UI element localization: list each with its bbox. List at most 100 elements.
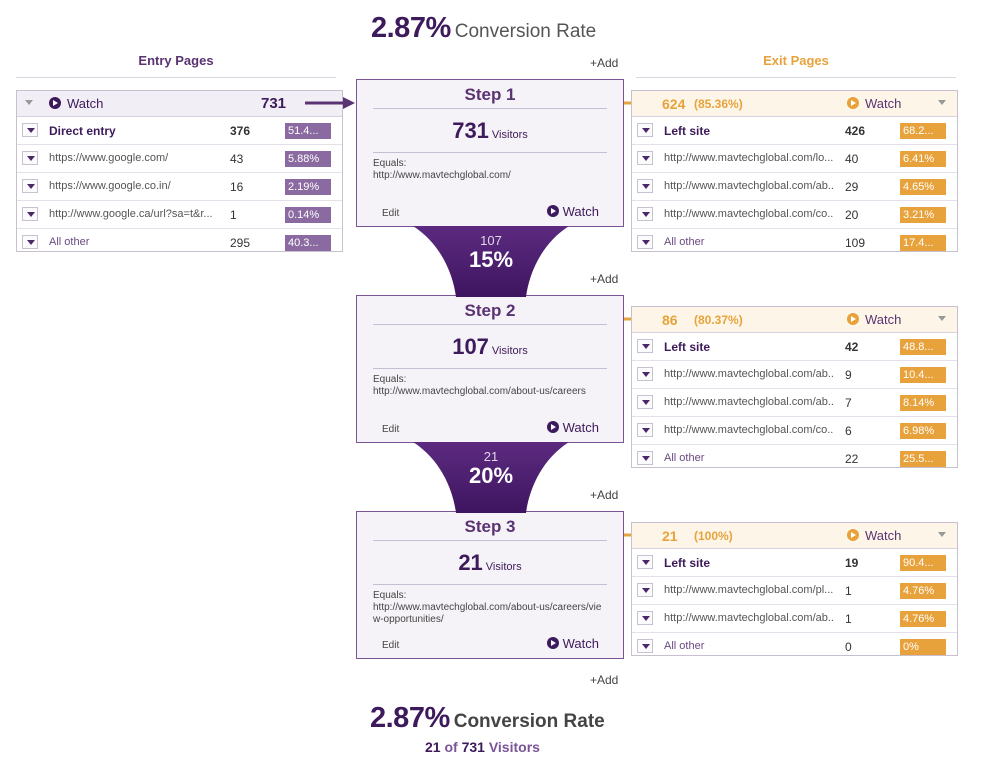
table-row[interactable]: http://www.mavtechglobal.com/ab... 7 8.14% (632, 389, 957, 417)
table-row[interactable]: http://www.google.ca/url?sa=t&r... 1 0.14% (17, 201, 342, 229)
row-dropdown-icon[interactable] (637, 555, 653, 569)
row-dropdown-icon[interactable] (637, 451, 653, 465)
entry-watch-button[interactable]: Watch (67, 96, 104, 111)
page-name[interactable]: All other (664, 236, 705, 248)
page-name[interactable]: All other (664, 640, 705, 652)
add-step-button-4[interactable]: +Add (590, 673, 619, 687)
table-row[interactable]: All other 0 0% (632, 633, 957, 661)
add-step-button-2[interactable]: +Add (590, 272, 619, 286)
percent-bar: 48.8... (900, 339, 946, 355)
row-dropdown-icon[interactable] (637, 179, 653, 193)
table-row[interactable]: All other 295 40.3... (17, 229, 342, 257)
exit-pages-panel-2: 86 (80.37%) Watch Left site 42 48.8... http://… (631, 306, 958, 468)
page-name[interactable]: Left site (664, 556, 711, 570)
step-3-box[interactable]: Step 3 21 Visitors Equals: http://www.mavtec… (356, 511, 624, 659)
page-name[interactable]: http://www.mavtechglobal.com/ab... (664, 612, 834, 624)
chevron-down-icon[interactable] (938, 532, 946, 537)
page-name[interactable]: http://www.mavtechglobal.com/ab... (664, 368, 834, 380)
edit-step-button[interactable]: Edit (382, 424, 400, 435)
funnel-1-label: 107 15% (413, 233, 569, 273)
row-dropdown-icon[interactable] (22, 207, 38, 221)
entry-pages-header: Entry Pages (138, 53, 214, 68)
chevron-down-icon[interactable] (25, 100, 33, 105)
table-row[interactable]: All other 109 17.4... (632, 229, 957, 257)
row-dropdown-icon[interactable] (637, 423, 653, 437)
table-row[interactable]: https://www.google.co.in/16 2.19% (17, 173, 342, 201)
visitor-count: 21 (458, 550, 483, 575)
visitors-label: Visitors (488, 739, 540, 755)
page-name[interactable]: http://www.mavtechglobal.com/lo... (664, 152, 834, 164)
table-row[interactable]: All other 22 25.5... (632, 445, 957, 473)
step-2-box[interactable]: Step 2 107 Visitors Equals: http://www.mavte… (356, 295, 624, 443)
page-name[interactable]: All other (49, 236, 90, 248)
table-row[interactable]: http://www.mavtechglobal.com/co... 20 3.21… (632, 201, 957, 229)
watch-label: Watch (562, 204, 599, 219)
percent-bar: 4.76% (900, 611, 946, 627)
row-dropdown-icon[interactable] (637, 151, 653, 165)
row-dropdown-icon[interactable] (22, 123, 38, 137)
chevron-down-icon[interactable] (938, 316, 946, 321)
funnel-connector-2 (413, 442, 569, 513)
page-name[interactable]: http://www.mavtechglobal.com/ab... (664, 180, 834, 192)
step-watch-button[interactable]: Watch (546, 636, 599, 651)
funnel-connector-1 (413, 226, 569, 297)
table-row[interactable]: Left site 42 48.8... (632, 333, 957, 361)
page-name[interactable]: http://www.mavtechglobal.com/co... (664, 208, 834, 220)
page-name[interactable]: http://www.mavtechglobal.com/ab... (664, 396, 834, 408)
row-dropdown-icon[interactable] (22, 235, 38, 249)
page-count: 42 (845, 340, 859, 354)
row-dropdown-icon[interactable] (637, 583, 653, 597)
row-dropdown-icon[interactable] (22, 151, 38, 165)
row-dropdown-icon[interactable] (637, 395, 653, 409)
page-name[interactable]: Direct entry (49, 124, 116, 138)
table-row[interactable]: http://www.mavtechglobal.com/ab... 29 4.65… (632, 173, 957, 201)
row-dropdown-icon[interactable] (637, 123, 653, 137)
table-row[interactable]: Left site 426 68.2... (632, 117, 957, 145)
chevron-down-icon[interactable] (938, 100, 946, 105)
total-count: 731 (461, 739, 485, 755)
row-dropdown-icon[interactable] (22, 179, 38, 193)
exit-panel-header: 21 (100%) Watch (632, 523, 957, 549)
step-watch-button[interactable]: Watch (546, 420, 599, 435)
exit-watch-button[interactable]: Watch (865, 96, 902, 111)
edit-step-button[interactable]: Edit (382, 208, 400, 219)
page-name[interactable]: http://www.mavtechglobal.com/co... (664, 424, 834, 436)
entry-count: 731 (261, 95, 287, 112)
row-dropdown-icon[interactable] (637, 339, 653, 353)
table-row[interactable]: https://www.google.com/43 5.88% (17, 145, 342, 173)
row-dropdown-icon[interactable] (637, 367, 653, 381)
page-name[interactable]: http://www.google.ca/url?sa=t&r... (49, 208, 213, 220)
step-1-box[interactable]: Step 1 731 Visitors Equals: http://www.mavte… (356, 79, 624, 227)
watch-icon[interactable] (49, 97, 61, 109)
page-name[interactable]: http://www.mavtechglobal.com/pl... (664, 584, 834, 596)
page-name[interactable]: Left site (664, 340, 711, 354)
percent-bar: 40.3... (285, 235, 331, 251)
table-row[interactable]: http://www.mavtechglobal.com/ab... 1 4.76% (632, 605, 957, 633)
table-row[interactable]: http://www.mavtechglobal.com/lo... 40 6.41… (632, 145, 957, 173)
watch-icon[interactable] (847, 313, 859, 325)
watch-icon[interactable] (847, 529, 859, 541)
row-dropdown-icon[interactable] (637, 639, 653, 653)
table-row[interactable]: http://www.mavtechglobal.com/pl... 1 4.76% (632, 577, 957, 605)
table-row[interactable]: Left site 19 90.4... (632, 549, 957, 577)
add-step-button-3[interactable]: +Add (590, 488, 619, 502)
table-row[interactable]: Direct entry 376 51.4... (17, 117, 342, 145)
exit-watch-button[interactable]: Watch (865, 528, 902, 543)
table-row[interactable]: http://www.mavtechglobal.com/co... 6 6.98% (632, 417, 957, 445)
watch-icon[interactable] (847, 97, 859, 109)
page-name[interactable]: All other (664, 452, 705, 464)
add-step-button-1[interactable]: +Add (590, 56, 619, 70)
conversion-rate-bottom: 2.87% Conversion Rate (370, 702, 605, 735)
page-name[interactable]: https://www.google.com/ (49, 152, 169, 164)
step-watch-button[interactable]: Watch (546, 204, 599, 219)
funnel-1-percent: 15% (468, 247, 514, 272)
table-row[interactable]: http://www.mavtechglobal.com/ab... 9 10.4.… (632, 361, 957, 389)
row-dropdown-icon[interactable] (637, 611, 653, 625)
page-count: 1 (845, 584, 852, 598)
row-dropdown-icon[interactable] (637, 235, 653, 249)
exit-watch-button[interactable]: Watch (865, 312, 902, 327)
edit-step-button[interactable]: Edit (382, 640, 400, 651)
page-name[interactable]: Left site (664, 124, 711, 138)
page-name[interactable]: https://www.google.co.in/ (49, 180, 171, 192)
row-dropdown-icon[interactable] (637, 207, 653, 221)
